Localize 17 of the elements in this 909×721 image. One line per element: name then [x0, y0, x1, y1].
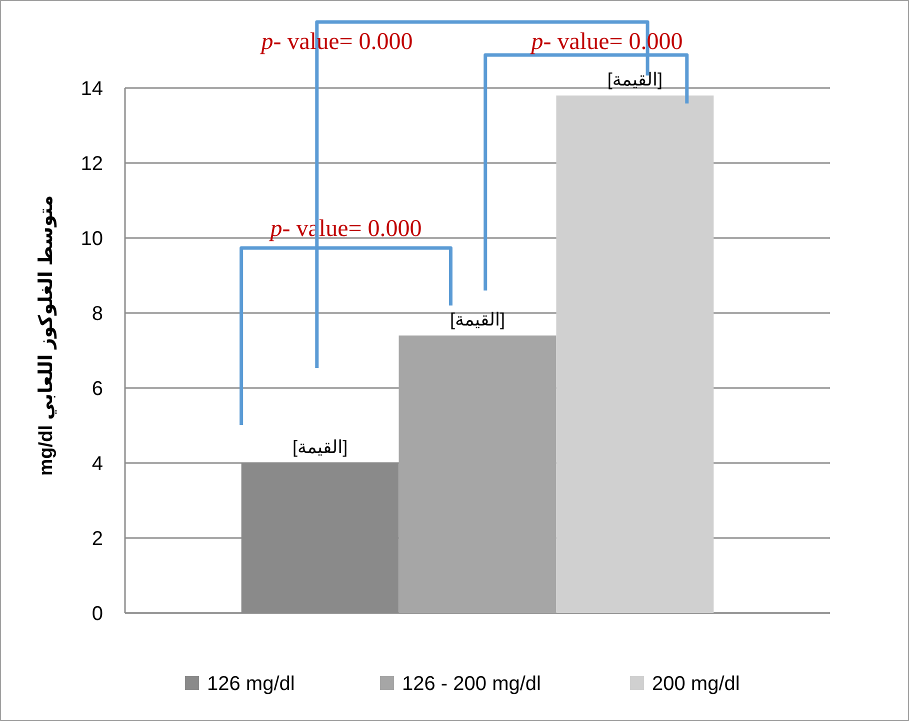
y-tick-label: 0: [92, 603, 103, 625]
y-tick-label: 8: [92, 303, 103, 325]
y-tick-label: 14: [80, 78, 103, 100]
y-axis-title: متوسط الغلوكوز اللعابي mg/dl: [36, 195, 57, 476]
legend-label: 126 - 200 mg/dl: [402, 673, 541, 695]
y-tick-label: 2: [92, 528, 103, 550]
y-tick-label: 4: [92, 453, 103, 475]
legend-label: 200 mg/dl: [652, 673, 740, 695]
y-tick-label: 12: [80, 153, 103, 175]
bar: [556, 96, 714, 613]
y-tick-label: 10: [80, 228, 103, 250]
bar: [398, 336, 556, 613]
legend-label: 126 mg/dl: [207, 673, 295, 695]
data-label: [القيمة]: [450, 310, 506, 330]
data-label: [القيمة]: [607, 70, 662, 90]
y-tick-label: 6: [92, 378, 103, 400]
data-label: [القيمة]: [292, 437, 348, 457]
